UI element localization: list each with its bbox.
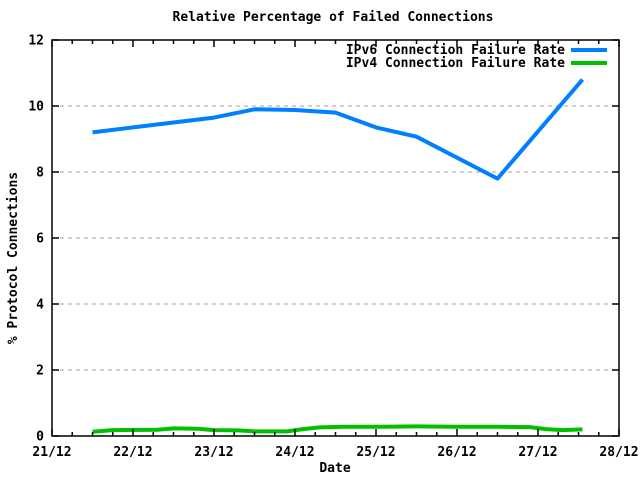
x-tick-label: 23/12 [194, 445, 233, 460]
series-line-ipv4 [92, 424, 583, 434]
legend-label-ipv6: IPv6 Connection Failure Rate [346, 43, 565, 58]
series-layer [92, 78, 585, 434]
y-tick-label: 6 [36, 232, 44, 247]
y-axis-label: % Protocol Connections [6, 172, 21, 344]
x-tick-label: 25/12 [356, 445, 395, 460]
chart-title: Relative Percentage of Failed Connection… [173, 10, 494, 25]
x-tick-label: 27/12 [518, 445, 557, 460]
y-tick-label: 12 [28, 34, 44, 49]
x-tick-label: 28/12 [599, 445, 638, 460]
series-line-ipv6 [92, 78, 585, 181]
legend-label-ipv4: IPv4 Connection Failure Rate [346, 56, 565, 71]
y-tick-label: 2 [36, 364, 44, 379]
x-axis-label: Date [319, 461, 350, 476]
grid-layer [52, 105, 619, 371]
x-tick-label: 24/12 [275, 445, 314, 460]
y-tick-label: 10 [28, 100, 44, 115]
x-tick-label: 26/12 [437, 445, 476, 460]
axes-layer [51, 39, 620, 437]
x-tick-label: 22/12 [113, 445, 152, 460]
tick-label-layer: 21/12 22/12 23/12 24/12 25/12 26/12 27/12 28/12… [28, 34, 638, 461]
x-tick-label: 21/12 [32, 445, 71, 460]
y-tick-label: 8 [36, 166, 44, 181]
y-tick-label: 0 [36, 430, 44, 445]
y-tick-label: 4 [36, 298, 44, 313]
